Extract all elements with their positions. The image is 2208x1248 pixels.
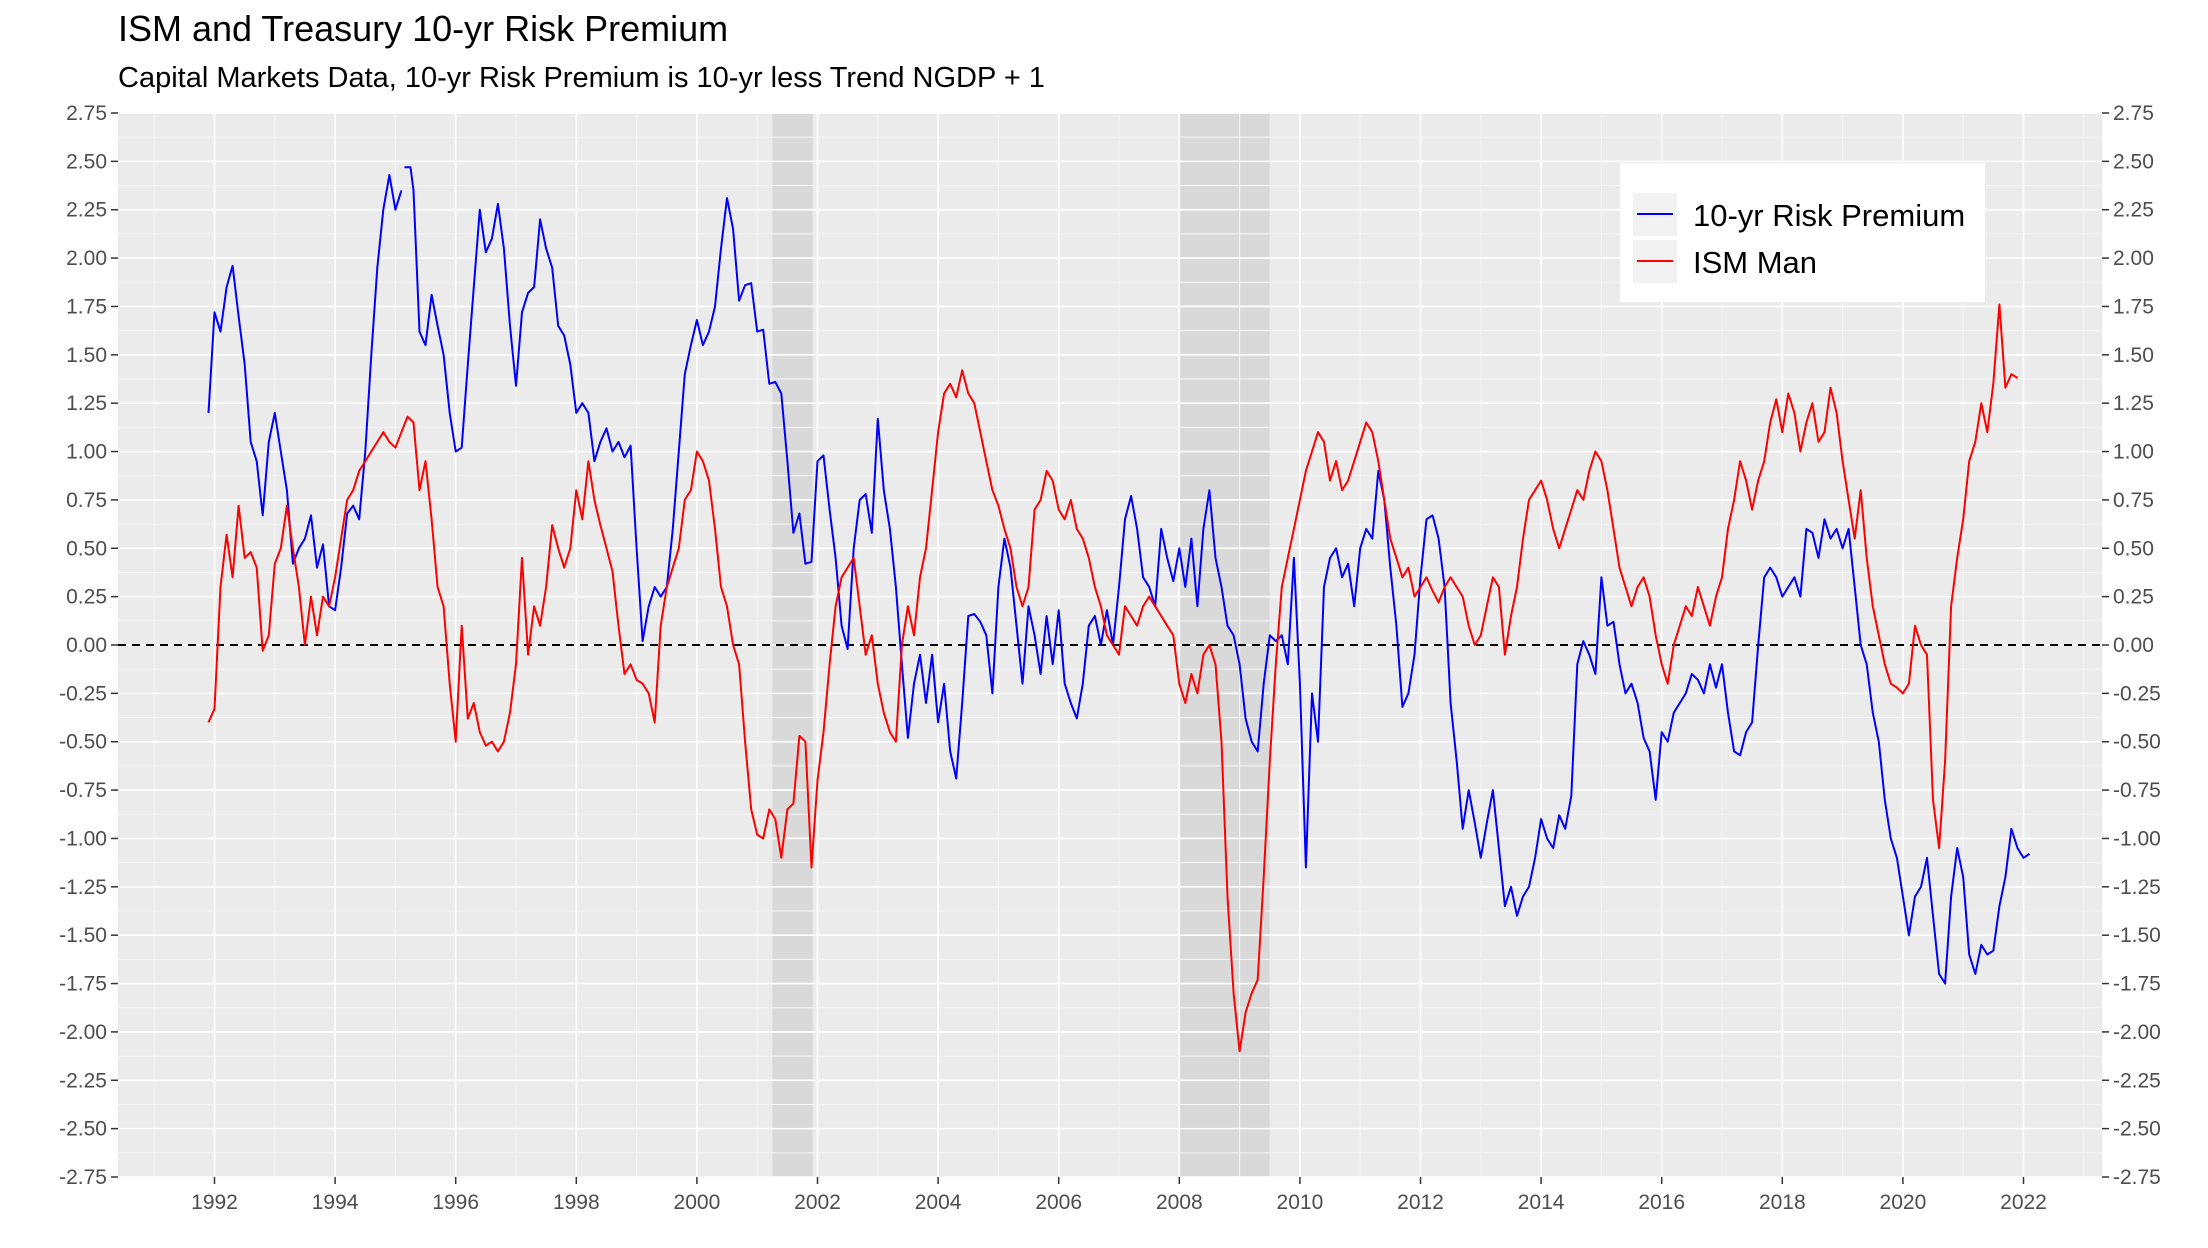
y-tick-label-right: 0.50	[2113, 537, 2154, 560]
y-tick-label-right: -2.75	[2113, 1166, 2161, 1189]
y-tick-label-right: -1.75	[2113, 973, 2161, 996]
y-tick-label-left: 1.75	[66, 295, 107, 318]
legend-label-ism: ISM Man	[1693, 245, 1817, 280]
x-tick-label: 2008	[1156, 1191, 1203, 1214]
x-tick-label: 2002	[794, 1191, 841, 1214]
y-tick-label-left: 2.50	[66, 150, 107, 173]
x-tick-label: 2004	[915, 1191, 962, 1214]
y-tick-label-right: 0.75	[2113, 489, 2154, 512]
y-tick-label-left: 2.00	[66, 247, 107, 270]
y-tick-label-left: -1.50	[59, 924, 107, 947]
y-tick-label-left: -2.00	[59, 1021, 107, 1044]
y-tick-label-left: -2.50	[59, 1118, 107, 1141]
x-tick-label: 2006	[1035, 1191, 1082, 1214]
y-tick-label-left: 2.25	[66, 199, 107, 222]
y-tick-label-left: 0.75	[66, 489, 107, 512]
y-tick-label-right: 1.50	[2113, 344, 2154, 367]
y-tick-label-right: 2.25	[2113, 199, 2154, 222]
y-tick-label-left: -0.75	[59, 779, 107, 802]
y-tick-label-right: 1.00	[2113, 441, 2154, 464]
y-tick-label-right: -2.50	[2113, 1118, 2161, 1141]
series-lines	[207, 166, 2031, 1053]
x-tick-label: 2010	[1277, 1191, 1324, 1214]
y-tick-label-right: -1.50	[2113, 924, 2161, 947]
y-tick-label-left: 1.00	[66, 441, 107, 464]
y-tick-label-left: -0.50	[59, 731, 107, 754]
x-tick-label: 1996	[432, 1191, 479, 1214]
y-tick-label-right: 2.75	[2113, 102, 2154, 125]
y-tick-label-left: -2.75	[59, 1166, 107, 1189]
y-tick-label-left: -0.25	[59, 682, 107, 705]
y-tick-label-left: 2.75	[66, 102, 107, 125]
y-tick-label-right: 1.25	[2113, 392, 2154, 415]
y-tick-label-left: 0.25	[66, 586, 107, 609]
y-tick-label-right: 2.00	[2113, 247, 2154, 270]
y-tick-label-right: 2.50	[2113, 150, 2154, 173]
legend-label-risk-premium: 10-yr Risk Premium	[1693, 198, 1965, 233]
y-tick-label-left: -1.00	[59, 827, 107, 850]
y-tick-label-left: -1.75	[59, 973, 107, 996]
y-tick-label-right: -0.75	[2113, 779, 2161, 802]
y-tick-label-right: -1.00	[2113, 827, 2161, 850]
y-tick-label-right: 0.00	[2113, 634, 2154, 657]
y-tick-label-right: -2.00	[2113, 1021, 2161, 1044]
legend: 10-yr Risk Premium ISM Man	[1620, 163, 1985, 302]
y-tick-label-left: 0.50	[66, 537, 107, 560]
x-tick-label: 2018	[1759, 1191, 1806, 1214]
x-tick-label: 1998	[553, 1191, 600, 1214]
x-tick-label: 2014	[1518, 1191, 1565, 1214]
x-tick-label: 1992	[191, 1191, 238, 1214]
y-tick-label-left: -1.25	[59, 876, 107, 899]
series-line-ism-man	[207, 303, 2019, 1053]
x-tick-label: 1994	[312, 1191, 359, 1214]
x-tick-label: 2022	[2000, 1191, 2047, 1214]
y-tick-label-right: 0.25	[2113, 586, 2154, 609]
x-tick-label: 2016	[1638, 1191, 1685, 1214]
y-tick-label-left: 0.00	[66, 634, 107, 657]
y-tick-label-left: -2.25	[59, 1069, 107, 1092]
x-tick-label: 2000	[674, 1191, 721, 1214]
y-tick-label-right: -0.50	[2113, 731, 2161, 754]
x-tick-label: 2020	[1880, 1191, 1927, 1214]
y-tick-label-right: 1.75	[2113, 295, 2154, 318]
y-tick-label-right: -0.25	[2113, 682, 2161, 705]
axes: 2.75 2.75 2.50 2.50 2.25 2.25 2.00 2.00 1.75 1.75…	[59, 102, 2161, 1214]
legend-box	[1620, 163, 1985, 302]
x-tick-label: 2012	[1397, 1191, 1444, 1214]
y-tick-label-left: 1.50	[66, 344, 107, 367]
series-line-risk-premium	[207, 166, 2031, 985]
y-tick-label-left: 1.25	[66, 392, 107, 415]
chart-title: ISM and Treasury 10-yr Risk Premium	[118, 8, 729, 49]
y-tick-label-right: -1.25	[2113, 876, 2161, 899]
chart-subtitle: Capital Markets Data, 10-yr Risk Premium…	[118, 62, 1045, 94]
y-tick-label-right: -2.25	[2113, 1069, 2161, 1092]
